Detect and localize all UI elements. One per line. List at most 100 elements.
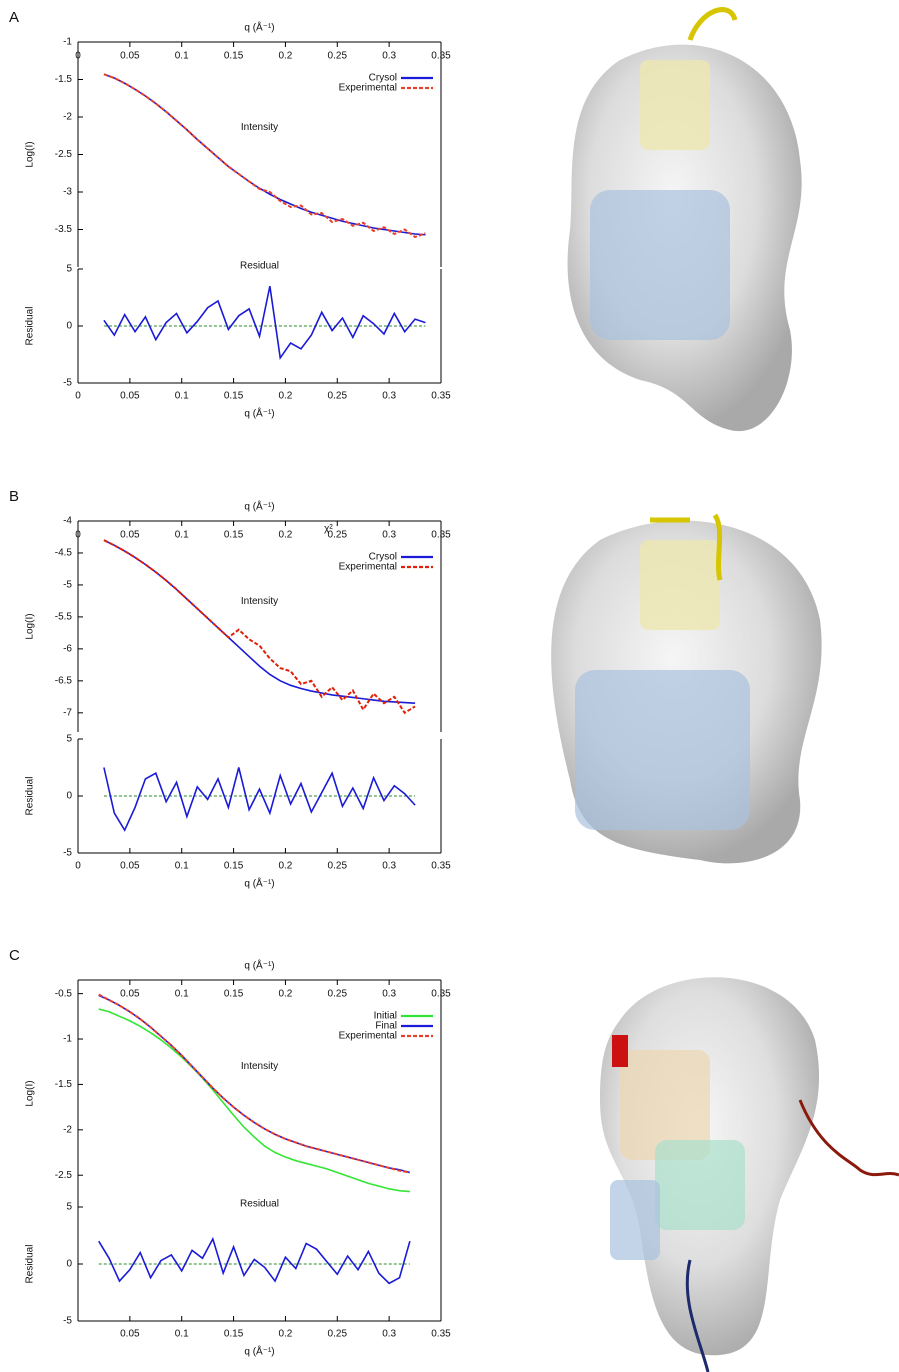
y-tick-label: -0.5: [55, 988, 73, 999]
x-tick-label: 0.25: [328, 51, 348, 62]
x-tick-label: 0: [75, 861, 81, 872]
series-line: [103, 767, 416, 832]
y-tick-label: -2: [63, 1124, 72, 1135]
structure-b: [551, 513, 822, 864]
y-tick-label: -3.5: [55, 224, 73, 235]
x-tick-label: 0.1: [175, 391, 189, 402]
y-tick-label: -1.5: [55, 1079, 73, 1090]
y-tick-label: -5: [63, 1316, 72, 1327]
series-line: [98, 993, 411, 1174]
x-tick-label: 0.25: [328, 391, 348, 402]
x-axis-label: q (Å⁻¹): [244, 1345, 274, 1358]
legend-label: Experimental: [339, 562, 397, 573]
y-axis-label: Residual: [25, 1245, 36, 1284]
y-tick-label: -1: [63, 37, 72, 48]
x-tick-label: 0.25: [328, 1329, 348, 1340]
x-tick-label: 0: [75, 530, 81, 541]
x-tick-label: 0.2: [278, 530, 292, 541]
x-tick-label: 0.05: [120, 391, 140, 402]
legend-label: Final: [375, 1021, 397, 1032]
x-tick-label: 0.3: [382, 51, 396, 62]
x-tick-label: 0.1: [175, 861, 189, 872]
series-line: [103, 539, 416, 715]
y-tick-label: -5.5: [55, 612, 73, 623]
x-tick-label: 0.3: [382, 861, 396, 872]
y-tick-label: 5: [66, 1202, 72, 1213]
y-tick-label: 0: [66, 1259, 72, 1270]
x-axis-label: q (Å⁻¹): [244, 877, 274, 890]
x-tick-label: 0.25: [328, 861, 348, 872]
intensity-plot: -4 -4.5 -5 -5.5 -6 -6.5 -7 0 0.05 0.1 0.15 0.2 0.25 0…: [9, 488, 451, 732]
x-tick-label: 0.15: [224, 989, 244, 1000]
y-tick-label: -7: [63, 707, 72, 718]
y-axis-label: Residual: [25, 777, 36, 816]
y-tick-label: -6: [63, 644, 72, 655]
legend-label: Experimental: [339, 1031, 397, 1042]
y-tick-label: -5: [63, 580, 72, 591]
x-tick-label: 0.05: [120, 1329, 140, 1340]
x-tick-label: 0: [75, 51, 81, 62]
series-line: [98, 1008, 410, 1193]
x-tick-label: 0.2: [278, 391, 292, 402]
y-tick-label: -4.5: [55, 548, 73, 559]
y-tick-label: -2: [63, 112, 72, 123]
x-tick-label: 0.3: [382, 530, 396, 541]
x-tick-label: 0.35: [431, 51, 451, 62]
y-axis-label: Log(I): [25, 141, 36, 167]
y-tick-label: -5: [63, 378, 72, 389]
y-tick-label: -4: [63, 516, 72, 527]
y-axis-label: Log(I): [25, 1080, 36, 1106]
x-axis-label: q (Å⁻¹): [244, 959, 274, 972]
legend-label: Crysol: [369, 73, 397, 84]
x-tick-label: 0.15: [224, 391, 244, 402]
y-tick-label: -5: [63, 848, 72, 859]
x-tick-label: 0.2: [278, 1329, 292, 1340]
y-axis-label: Log(I): [25, 613, 36, 639]
y-tick-label: -1.5: [55, 74, 73, 85]
x-tick-label: 0.05: [120, 989, 140, 1000]
y-tick-label: -6.5: [55, 675, 73, 686]
y-tick-label: -1: [63, 1034, 72, 1045]
x-tick-label: 0.2: [278, 861, 292, 872]
x-tick-label: 0.05: [120, 861, 140, 872]
y-tick-label: -2.5: [55, 1170, 73, 1181]
annotation: Intensity: [241, 1061, 278, 1072]
annotation: Residual: [240, 261, 279, 272]
x-tick-label: 0.15: [224, 861, 244, 872]
series-line: [103, 73, 426, 236]
intensity-plot: -1 -1.5 -2 -2.5 -3 -3.5 0 0.05 0.1 0.15 0.2 0.25 0.3…: [9, 9, 451, 267]
series-line: [98, 1236, 411, 1285]
annotation: χ²: [324, 524, 333, 535]
x-tick-label: 0.1: [175, 1329, 189, 1340]
x-tick-label: 0.15: [224, 530, 244, 541]
x-axis-label: q (Å⁻¹): [244, 500, 274, 513]
structure-c: [600, 977, 899, 1372]
legend-label: Initial: [374, 1011, 397, 1022]
x-tick-label: 0: [75, 391, 81, 402]
annotation: Intensity: [241, 596, 278, 607]
series-line: [103, 73, 426, 239]
x-tick-label: 0.15: [224, 51, 244, 62]
x-tick-label: 0.05: [120, 51, 140, 62]
y-tick-label: 5: [66, 734, 72, 745]
x-axis-label: q (Å⁻¹): [244, 407, 274, 420]
x-tick-label: 0.3: [382, 989, 396, 1000]
x-tick-label: 0.2: [278, 51, 292, 62]
x-tick-label: 0.25: [328, 530, 348, 541]
x-tick-label: 0.35: [431, 989, 451, 1000]
annotation: Residual: [240, 1199, 279, 1210]
annotation: Intensity: [241, 122, 278, 133]
series-line: [103, 285, 426, 361]
x-tick-label: 0.3: [382, 391, 396, 402]
x-tick-label: 0.35: [431, 530, 451, 541]
residual-plot: -5 0 5 0.05 0.1 0.15 0.2 0.25 0.3 0.35 q (Å⁻¹) Resi…: [25, 1199, 452, 1358]
y-tick-label: 0: [66, 321, 72, 332]
x-tick-label: 0.35: [431, 861, 451, 872]
y-tick-label: 5: [66, 264, 72, 275]
panel-label: A: [9, 9, 19, 26]
x-tick-label: 0.25: [328, 989, 348, 1000]
legend-label: Crysol: [369, 552, 397, 563]
x-tick-label: 0.1: [175, 989, 189, 1000]
